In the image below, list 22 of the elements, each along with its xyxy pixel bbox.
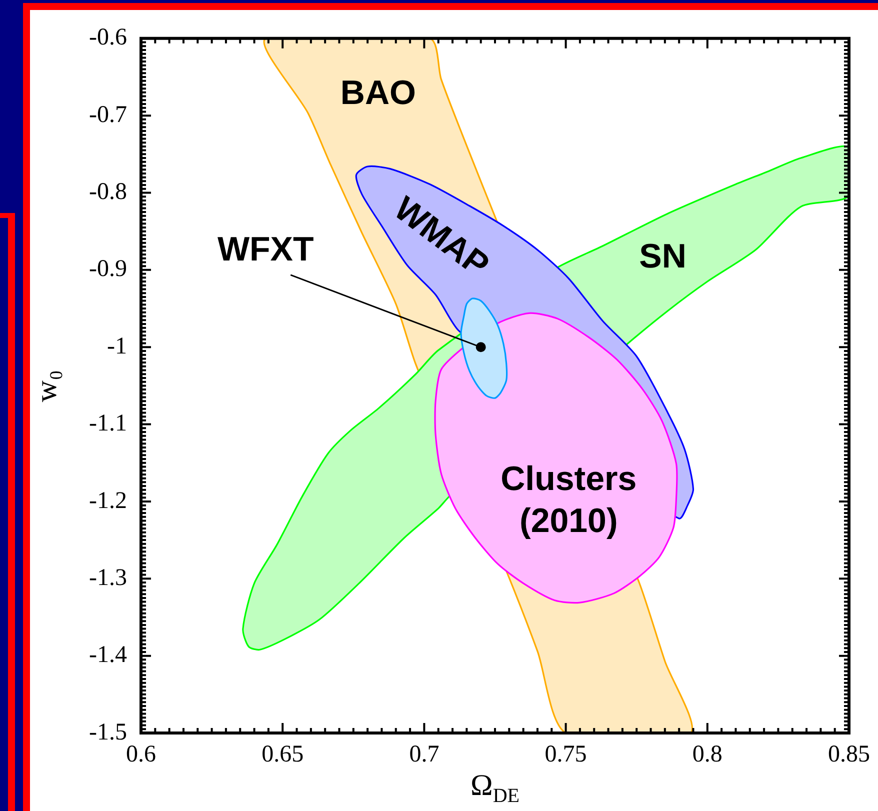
y-tick-label: -0.7: [89, 102, 127, 128]
y-tick-label: -1: [107, 333, 127, 360]
x-tick-label: 0.65: [262, 742, 304, 768]
y-tick-label: -1.1: [89, 410, 127, 437]
y-tick-label: -0.8: [89, 179, 127, 206]
text: WFXT: [217, 230, 314, 268]
x-tick-label: 0.7: [409, 742, 440, 768]
y-axis-title: w₀: [30, 370, 63, 402]
series-label: SN: [639, 237, 686, 276]
series-label: Clusters (2010): [500, 460, 637, 540]
x-tick-label: 0.6: [126, 742, 156, 768]
y-tick-label: -0.6: [89, 24, 127, 51]
y-tick-label: -1.3: [89, 564, 127, 591]
x-tick-label: 0.8: [692, 742, 722, 768]
y-tick-label: -0.9: [89, 256, 127, 282]
y-tick-label: -1.2: [89, 488, 127, 514]
x-tick-label: 0.75: [544, 742, 587, 768]
y-tick-label: -1.5: [89, 719, 127, 746]
y-tick-label: -1.4: [89, 642, 127, 668]
x-tick-label: 0.85: [828, 742, 870, 768]
x-axis-title: Ω$_{DE}$: [470, 769, 520, 807]
series-label: BAO: [340, 74, 416, 112]
